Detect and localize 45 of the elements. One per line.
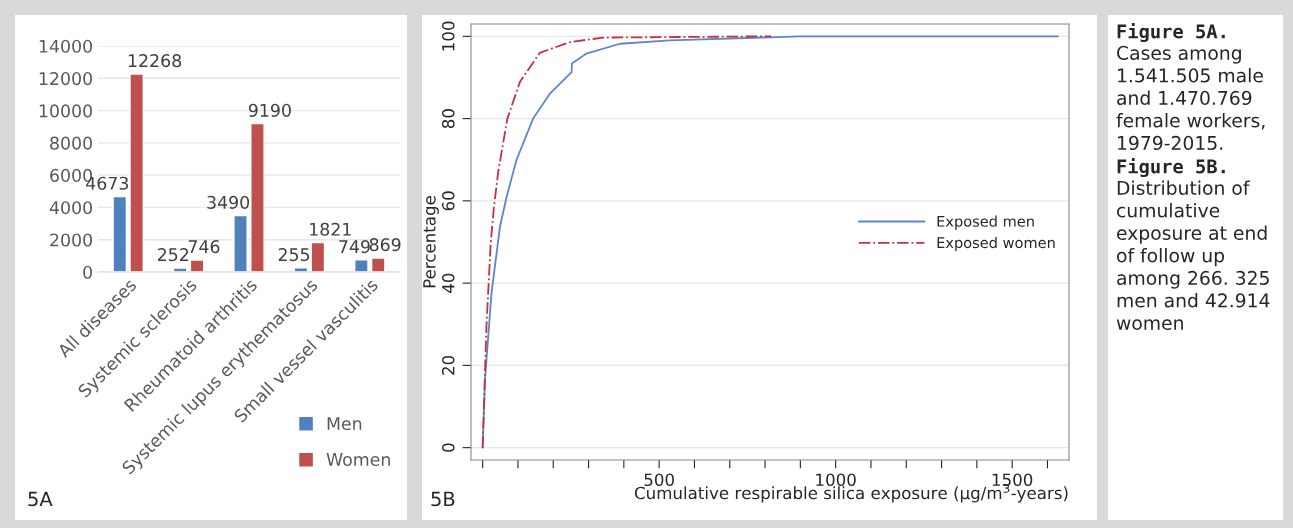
legend-label: Exposed men bbox=[937, 215, 1034, 230]
caption: Figure 5A. bbox=[1117, 22, 1225, 43]
bar bbox=[189, 259, 205, 272]
text: Cases among 1.541.505 male and 1.470.769 female workers, 1979-2015. bbox=[1116, 45, 1265, 151]
y-tick-label: 0 bbox=[83, 265, 92, 279]
data-label: 3490 bbox=[207, 195, 250, 209]
y-tick-label: 80 bbox=[441, 109, 455, 129]
text: 5B bbox=[431, 491, 455, 507]
text: 5A bbox=[28, 491, 53, 507]
y-tick-label: 60 bbox=[441, 191, 455, 211]
y-tick-label: 4000 bbox=[49, 201, 92, 215]
y-tick-label: 14000 bbox=[39, 39, 92, 53]
y-tick-label: 0 bbox=[441, 443, 455, 452]
data-label: 12268 bbox=[128, 54, 182, 68]
bar bbox=[310, 241, 326, 272]
data-label: 9190 bbox=[248, 103, 291, 117]
y-tick-label: 2000 bbox=[50, 233, 92, 247]
legend-label: Exposed women bbox=[937, 236, 1055, 252]
data-label: 746 bbox=[188, 240, 220, 254]
y-tick-label: 12000 bbox=[39, 72, 92, 86]
bar bbox=[370, 257, 386, 272]
bar bbox=[233, 214, 248, 272]
caption: Figure 5B. bbox=[1117, 157, 1225, 178]
x-tick-label: 1000 bbox=[816, 473, 856, 487]
y-tick-label: 20 bbox=[441, 355, 455, 375]
text: Distribution of cumulative exposure at end of follow up among 266. 325 men and 42.914 women bbox=[1116, 180, 1270, 331]
bar bbox=[250, 122, 265, 272]
data-label: 869 bbox=[369, 238, 401, 252]
y-tick-label: 8000 bbox=[50, 136, 92, 150]
data-label: 252 bbox=[157, 248, 189, 262]
x-tick-label: 1500 bbox=[992, 473, 1033, 487]
line-series bbox=[481, 35, 772, 449]
bar bbox=[354, 259, 369, 272]
bar bbox=[129, 73, 144, 272]
bar bbox=[112, 195, 128, 272]
y-tick-label: 40 bbox=[441, 273, 455, 293]
data-label: 255 bbox=[278, 248, 310, 262]
legend-label: Women bbox=[326, 453, 390, 467]
y-tick-label: 10000 bbox=[39, 104, 92, 118]
y-tick-label: 100 bbox=[441, 21, 455, 51]
data-label: 749 bbox=[339, 240, 370, 254]
line-series bbox=[481, 35, 1059, 449]
legend-label: Men bbox=[327, 417, 362, 431]
data-label: 1821 bbox=[310, 222, 351, 236]
y-axis-title: Percentage bbox=[423, 196, 439, 288]
